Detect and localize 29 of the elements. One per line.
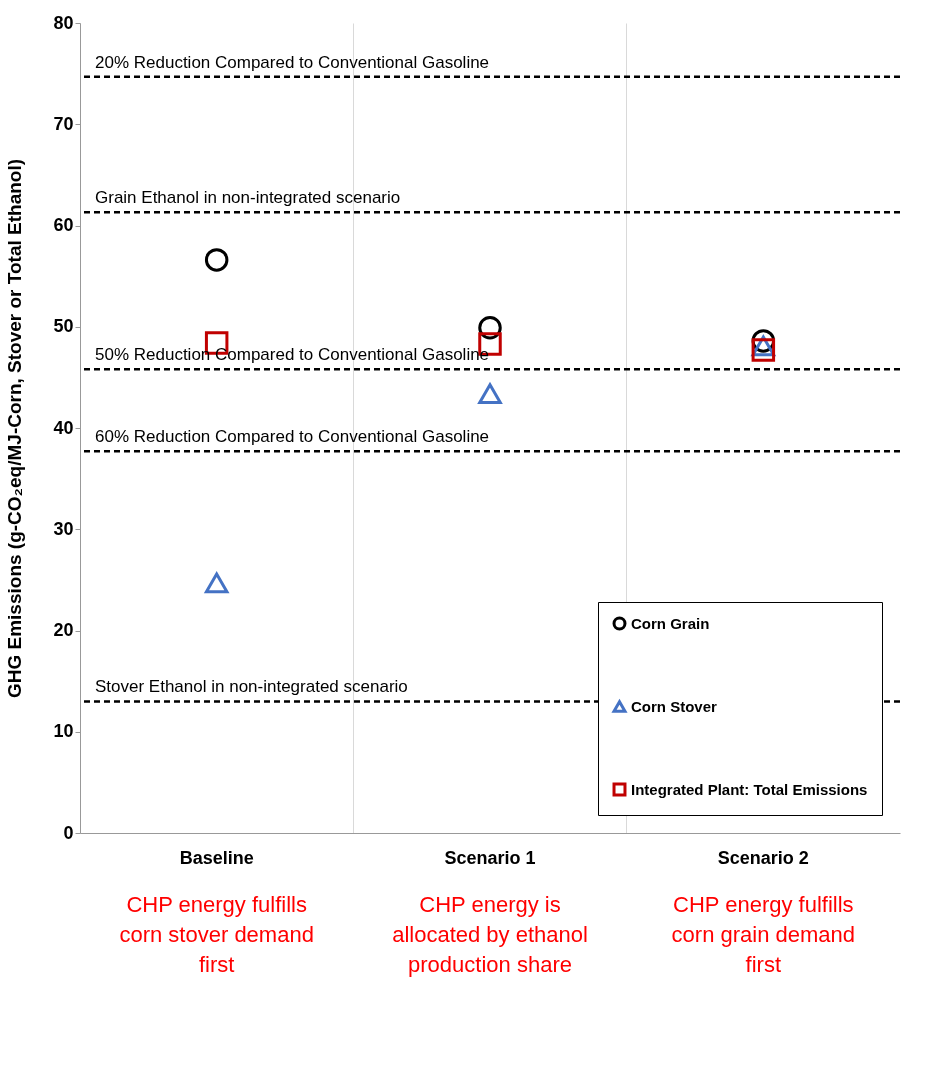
y-tick-label: 0 xyxy=(63,822,74,843)
x-tick-label: Scenario 2 xyxy=(717,847,809,868)
point xyxy=(478,383,502,404)
ref-line-label: 60% Reduction Compared to Conventional Gasoline xyxy=(95,427,490,447)
y-axis-title: GHG Emissions (g-CO₂eq/MJ-Corn, Stover or Total Ethanol) xyxy=(4,158,26,699)
text: CHP energy is allocated by ethanol production share xyxy=(392,892,588,977)
y-tick-label: 70 xyxy=(53,113,74,134)
legend-label: Corn Stover xyxy=(631,697,718,715)
ref-line-label: Grain Ethanol in non-integrated scenario xyxy=(95,188,401,208)
y-tick-label: 60 xyxy=(53,215,74,235)
text: CHP energy fulfills corn grain demand first xyxy=(671,892,856,977)
x-tick-label: Baseline xyxy=(179,847,254,868)
ref-line-label: 50% Reduction Compared to Conventional Gasoline xyxy=(95,345,490,365)
point xyxy=(204,248,229,272)
ref-line-label: Stover Ethanol in non-integrated scenario xyxy=(95,677,408,697)
point xyxy=(478,316,502,340)
text: CHP energy fulfills corn stover demand first xyxy=(119,892,314,977)
x-tick-label: Scenario 1 xyxy=(444,847,536,868)
legend-label: Integrated Plant: Total Emissions xyxy=(631,780,868,798)
ref-line-label: 20% Reduction Compared to Conventional Gasoline xyxy=(95,52,490,72)
legend-label: Corn Grain xyxy=(631,614,710,632)
y-tick-label: 30 xyxy=(53,518,74,539)
y-tick-label: 50 xyxy=(53,316,74,337)
y-tick-label: 20 xyxy=(53,620,74,640)
point xyxy=(751,338,776,362)
y-tick-label: 40 xyxy=(53,417,74,438)
y-tick-label: 80 xyxy=(53,12,74,33)
y-tick-label: 10 xyxy=(53,721,74,742)
point xyxy=(204,572,229,594)
